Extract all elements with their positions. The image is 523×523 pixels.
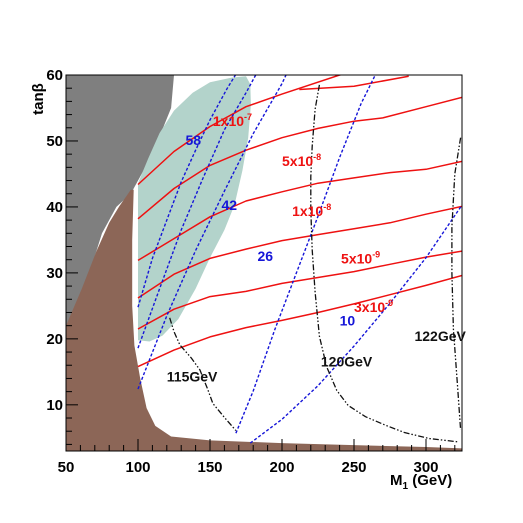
curve-blue-9 bbox=[137, 75, 257, 349]
curve-black-14 bbox=[310, 84, 458, 443]
curve-blue-8 bbox=[137, 75, 237, 308]
y-tick-label: 30 bbox=[46, 265, 63, 282]
curve-red-5 bbox=[137, 205, 462, 299]
contour-label-text: 122GeV bbox=[414, 328, 466, 344]
contour-label-120gev: 120GeV bbox=[321, 354, 373, 370]
curve-red-1 bbox=[339, 75, 344, 76]
contour-label-115gev: 115GeV bbox=[167, 369, 218, 385]
x-tick-label: 100 bbox=[125, 459, 150, 476]
x-tick-label: 300 bbox=[413, 459, 438, 476]
contour-label-text: 115GeV bbox=[167, 369, 218, 385]
contour-label-58: 58 bbox=[186, 132, 202, 148]
region-brown bbox=[66, 189, 462, 451]
curve-black-15 bbox=[451, 137, 462, 430]
x-tick-label: 150 bbox=[197, 459, 222, 476]
y-axis-title: tanβ bbox=[30, 83, 47, 115]
contour-label-5x10-8: 5x10-8 bbox=[282, 152, 321, 169]
region-teal bbox=[138, 76, 251, 342]
contour-label-exponent: -7 bbox=[244, 112, 252, 122]
x-tick-label: 50 bbox=[58, 459, 75, 476]
curve-blue-11 bbox=[235, 75, 377, 434]
contour-label-text: 1x10 bbox=[292, 203, 323, 219]
contour-label-exponent: -9 bbox=[372, 250, 380, 260]
x-axis-title-main: M bbox=[390, 472, 403, 489]
x-tick-label: 200 bbox=[269, 459, 294, 476]
contour-label-text: 58 bbox=[186, 132, 202, 148]
y-tick-label: 50 bbox=[46, 133, 63, 150]
region-grey bbox=[66, 75, 174, 333]
contour-label-exponent: -8 bbox=[323, 202, 331, 212]
curve-black-13 bbox=[169, 317, 237, 432]
contour-label-5x10-9: 5x10-9 bbox=[341, 250, 380, 267]
contour-label-10: 10 bbox=[340, 313, 356, 329]
contour-label-text: 5x10 bbox=[282, 153, 313, 169]
curve-red-7 bbox=[137, 274, 462, 368]
contour-label-42: 42 bbox=[222, 197, 238, 213]
curve-red-4 bbox=[137, 160, 462, 262]
contour-labels: 1x10-75x10-81x10-85x10-93x10-95842261011… bbox=[167, 112, 467, 385]
contour-label-3x10-9: 3x10-9 bbox=[354, 298, 393, 315]
contour-label-text: 42 bbox=[222, 197, 238, 213]
x-tick-label: 250 bbox=[341, 459, 366, 476]
excluded-regions bbox=[66, 75, 462, 451]
contour-label-26: 26 bbox=[258, 248, 274, 264]
contour-label-text: 10 bbox=[340, 313, 356, 329]
curve-red-6 bbox=[137, 250, 462, 330]
y-tick-label: 40 bbox=[46, 199, 63, 216]
y-tick-label: 10 bbox=[46, 397, 63, 414]
contour-label-text: 3x10 bbox=[354, 299, 385, 315]
x-axis-title: M1 (GeV) bbox=[390, 472, 452, 492]
plot-frame bbox=[65, 74, 463, 452]
axes: 50 100 150 200 250 300 10 20 30 40 50 60 bbox=[46, 67, 456, 476]
contour-label-122gev: 122GeV bbox=[414, 328, 466, 344]
y-tick-label: 60 bbox=[46, 67, 63, 84]
curve-red-0 bbox=[137, 75, 340, 186]
contour-label-text: 5x10 bbox=[341, 251, 372, 267]
contour-label-1x10-8: 1x10-8 bbox=[292, 202, 331, 219]
contour-label-1x10-7: 1x10-7 bbox=[213, 112, 252, 129]
contour-label-text: 120GeV bbox=[321, 354, 373, 370]
curve-red-3 bbox=[137, 96, 462, 220]
curve-blue-10 bbox=[137, 75, 287, 390]
contour-label-exponent: -8 bbox=[313, 152, 321, 162]
contour-curves bbox=[137, 75, 462, 444]
curve-blue-12 bbox=[249, 204, 462, 444]
curve-red-2 bbox=[299, 75, 409, 91]
contour-label-text: 26 bbox=[258, 248, 274, 264]
contour-label-exponent: -9 bbox=[385, 298, 393, 308]
x-axis-title-unit: (GeV) bbox=[408, 472, 452, 489]
y-tick-label: 20 bbox=[46, 331, 63, 348]
contour-label-text: 1x10 bbox=[213, 113, 244, 129]
x-axis-title-sub: 1 bbox=[403, 481, 409, 492]
